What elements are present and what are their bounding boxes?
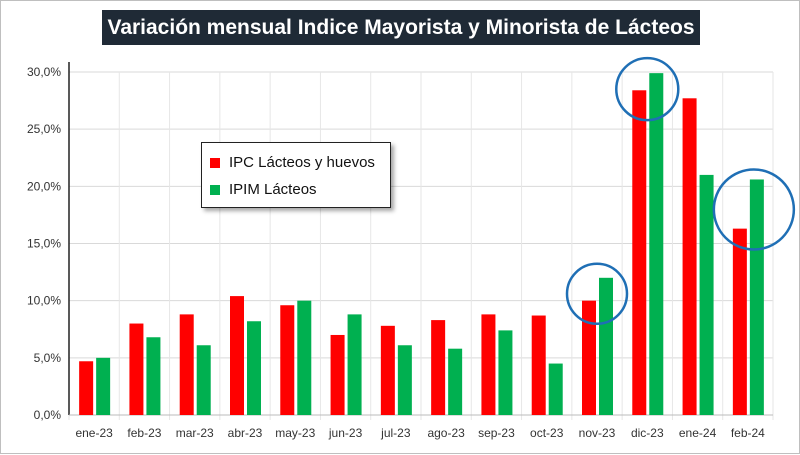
- bar-ipc-abr-23: [230, 296, 244, 415]
- bar-ipim-nov-23: [599, 277, 613, 415]
- bar-ipc-feb-23: [129, 323, 144, 415]
- bar-ipim-ene-24: [699, 174, 714, 415]
- x-tick-label: mar-23: [176, 426, 214, 440]
- y-tick-label: 15,0%: [27, 237, 61, 251]
- bar-ipc-feb-24: [732, 228, 747, 415]
- bar-ipim-feb-24: [749, 179, 764, 415]
- legend-label: IPC Lácteos y huevos: [229, 154, 375, 171]
- legend-label: IPIM Lácteos: [229, 181, 317, 198]
- bar-ipim-ago-23: [448, 348, 463, 415]
- x-tick-label: jun-23: [328, 426, 363, 440]
- y-tick-label: 20,0%: [27, 179, 61, 193]
- bar-ipim-may-23: [297, 300, 312, 415]
- bar-ipc-jul-23: [380, 325, 395, 415]
- x-tick-label: may-23: [275, 426, 315, 440]
- legend-swatch-green: [210, 184, 220, 195]
- x-tick-label: feb-24: [731, 426, 765, 440]
- highlight-circle-feb-24: [712, 168, 796, 251]
- bar-ipim-abr-23: [247, 321, 261, 415]
- bar-ipim-dic-23: [649, 73, 664, 415]
- bar-ipc-mar-23: [179, 314, 194, 415]
- legend-item-ipim: IPIM Lácteos: [210, 181, 317, 198]
- y-tick-label: 10,0%: [27, 294, 61, 308]
- bar-ipim-mar-23: [196, 345, 211, 415]
- legend: IPC Lácteos y huevos IPIM Lácteos: [201, 142, 391, 208]
- bar-ipim-sep-23: [498, 330, 513, 415]
- bar-ipim-jun-23: [347, 314, 362, 415]
- bar-ipc-ene-23: [79, 361, 94, 415]
- bar-ipim-jul-23: [397, 345, 412, 415]
- bar-ipc-jun-23: [330, 334, 345, 415]
- y-tick-label: 5,0%: [34, 351, 62, 365]
- bar-ipim-oct-23: [548, 363, 563, 415]
- y-tick-label: 30,0%: [27, 65, 61, 79]
- bar-ipc-ago-23: [431, 320, 446, 415]
- chart-title: Variación mensual Indice Mayorista y Min…: [102, 10, 700, 45]
- x-tick-label: ago-23: [427, 426, 465, 440]
- x-tick-label: oct-23: [530, 426, 564, 440]
- bar-ipc-oct-23: [531, 315, 546, 415]
- x-tick-label: jul-23: [380, 426, 411, 440]
- bar-ipim-feb-23: [146, 337, 161, 415]
- bar-ipc-may-23: [280, 305, 295, 415]
- x-tick-label: sep-23: [478, 426, 515, 440]
- bar-ipc-sep-23: [481, 314, 496, 415]
- legend-swatch-red: [210, 157, 220, 168]
- x-tick-label: feb-23: [127, 426, 161, 440]
- bar-ipim-ene-23: [96, 357, 111, 415]
- bar-ipc-nov-23: [582, 300, 596, 415]
- x-tick-label: ene-24: [679, 426, 717, 440]
- y-tick-label: 25,0%: [27, 122, 61, 136]
- bar-ipc-dic-23: [632, 90, 647, 415]
- x-tick-label: dic-23: [631, 426, 664, 440]
- highlight-circle-dic-23: [615, 56, 680, 122]
- x-tick-label: ene-23: [75, 426, 113, 440]
- legend-item-ipc: IPC Lácteos y huevos: [210, 154, 375, 171]
- highlight-circle-nov-23: [565, 262, 629, 326]
- x-tick-label: nov-23: [579, 426, 616, 440]
- bar-ipc-ene-24: [682, 98, 697, 416]
- x-tick-label: abr-23: [228, 426, 263, 440]
- y-tick-label: 0,0%: [34, 408, 62, 422]
